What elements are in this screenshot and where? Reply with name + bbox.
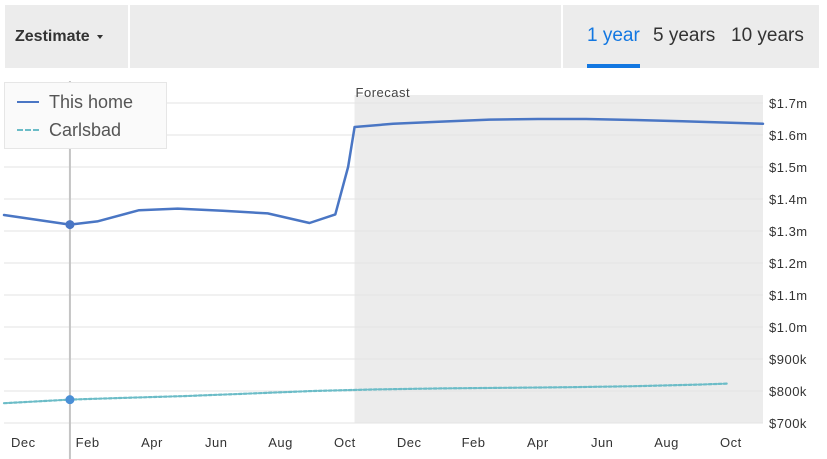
tab-10-years[interactable]: 10 years [731,25,804,46]
home-value-chart: Forecast $700k $800k $900k $1.0m $1.1m $1.2m $… [2,81,808,459]
x-tick-label: Aug [654,435,679,450]
series-line-this-home [2,117,765,226]
chart-legend: This home Carlsbad [4,82,167,149]
x-tick-label: Oct [720,435,742,450]
x-tick-label: Apr [527,435,549,450]
x-tick-label: Dec [397,435,422,450]
legend-label-this-home: This home [49,91,134,112]
legend-item-this-home[interactable]: This home [17,92,133,112]
y-tick-label: $1.6m [769,128,808,143]
active-tab-indicator [587,64,640,68]
x-tick-label: Jun [591,435,613,450]
forecast-region [354,95,763,423]
forecast-label: Forecast [356,85,411,100]
tab-1-year[interactable]: 1 year [587,25,640,46]
legend-label-carlsbad: Carlsbad [49,119,122,140]
x-tick-label: Apr [141,435,163,450]
legend-item-carlsbad[interactable]: Carlsbad [17,120,121,140]
x-tick-label: Oct [334,435,356,450]
metric-dropdown-label: Zestimate [15,27,90,45]
dashed-line-icon [17,129,39,131]
y-tick-label: $1.3m [769,224,808,239]
y-tick-label: $700k [769,416,807,431]
y-tick-label: $1.4m [769,192,808,207]
y-tick-label: $1.0m [769,320,808,335]
time-range-tabs: 1 year 5 years 10 years [563,5,819,68]
solid-line-icon [17,101,39,103]
caret-down-icon [96,34,103,39]
y-tick-label: $1.1m [769,288,808,303]
y-tick-label: $800k [769,384,807,399]
metric-dropdown[interactable]: Zestimate [5,5,128,68]
y-tick-label: $900k [769,352,807,367]
y-tick-label: $1.5m [769,160,808,175]
series-line-carlsbad [2,382,729,405]
y-tick-label: $1.2m [769,256,808,271]
x-tick-label: Jun [205,435,227,450]
x-tick-label: Feb [462,435,486,450]
chart-toolbar: Zestimate 1 year 5 years 10 years [0,0,827,68]
x-tick-label: Dec [11,435,36,450]
x-tick-label: Feb [76,435,100,450]
x-tick-label: Aug [268,435,293,450]
hover-point-this-home [65,220,75,230]
hover-point-carlsbad [65,395,75,405]
tab-5-years[interactable]: 5 years [653,25,716,46]
y-tick-label: $1.7m [769,96,808,111]
toolbar-spacer [130,5,561,68]
